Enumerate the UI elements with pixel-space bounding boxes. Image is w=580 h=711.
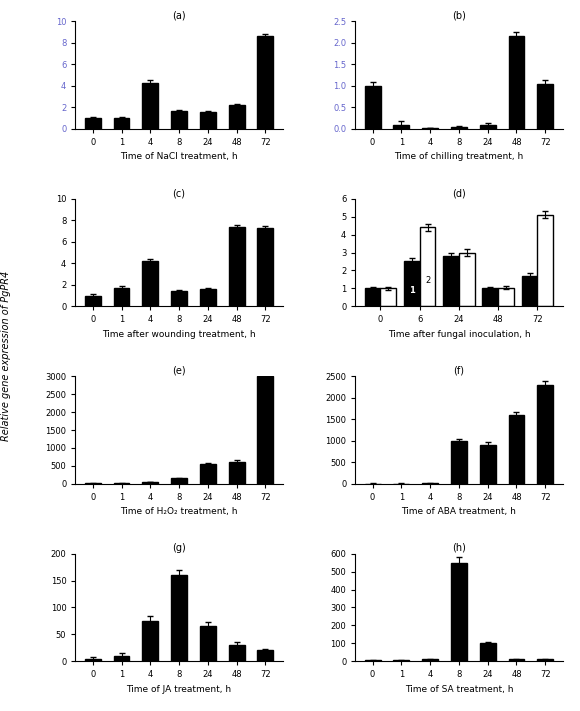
X-axis label: Time of chilling treatment, h: Time of chilling treatment, h — [394, 152, 524, 161]
Bar — [200, 464, 216, 483]
Title: (d): (d) — [452, 188, 466, 198]
Title: (b): (b) — [452, 11, 466, 21]
Bar — [480, 445, 496, 483]
Bar — [258, 376, 273, 483]
Bar — [171, 111, 187, 129]
Bar — [483, 289, 498, 306]
Bar — [114, 656, 129, 661]
X-axis label: Time of H₂O₂ treatment, h: Time of H₂O₂ treatment, h — [120, 508, 238, 516]
Bar — [258, 36, 273, 129]
Bar — [538, 215, 553, 306]
Bar — [142, 261, 158, 306]
Bar — [85, 658, 101, 661]
X-axis label: Time after fungal inoculation, h: Time after fungal inoculation, h — [387, 330, 530, 339]
X-axis label: Time of SA treatment, h: Time of SA treatment, h — [405, 685, 513, 694]
Bar — [380, 289, 396, 306]
Bar — [200, 626, 216, 661]
Bar — [422, 128, 438, 129]
Bar — [200, 112, 216, 129]
Bar — [422, 659, 438, 661]
Bar — [258, 651, 273, 661]
X-axis label: Time after wounding treatment, h: Time after wounding treatment, h — [102, 330, 256, 339]
X-axis label: Time of JA treatment, h: Time of JA treatment, h — [126, 685, 231, 694]
Bar — [142, 621, 158, 661]
Bar — [451, 441, 467, 483]
Text: 2: 2 — [425, 276, 430, 284]
Bar — [171, 292, 187, 306]
Title: (g): (g) — [172, 543, 186, 553]
Bar — [443, 256, 459, 306]
Bar — [142, 82, 158, 129]
Bar — [420, 228, 436, 306]
Bar — [114, 288, 129, 306]
Bar — [480, 643, 496, 661]
Title: (e): (e) — [172, 365, 186, 375]
Bar — [85, 296, 101, 306]
Bar — [451, 127, 467, 129]
Bar — [142, 482, 158, 483]
Bar — [498, 287, 514, 306]
Bar — [171, 575, 187, 661]
Bar — [537, 84, 553, 129]
Bar — [451, 562, 467, 661]
Bar — [509, 36, 524, 129]
Bar — [459, 252, 474, 306]
Text: 1: 1 — [409, 286, 415, 294]
X-axis label: Time of ABA treatment, h: Time of ABA treatment, h — [401, 508, 516, 516]
Bar — [522, 276, 538, 306]
Bar — [200, 289, 216, 306]
Title: (h): (h) — [452, 543, 466, 553]
Bar — [509, 659, 524, 661]
Bar — [537, 385, 553, 483]
X-axis label: Time of NaCl treatment, h: Time of NaCl treatment, h — [120, 152, 238, 161]
Bar — [480, 125, 496, 129]
Bar — [393, 124, 409, 129]
Bar — [229, 645, 245, 661]
Bar — [258, 228, 273, 306]
Bar — [114, 118, 129, 129]
Bar — [509, 415, 524, 483]
Title: (f): (f) — [454, 365, 465, 375]
Bar — [85, 118, 101, 129]
Title: (c): (c) — [173, 188, 186, 198]
Bar — [365, 86, 380, 129]
Bar — [404, 261, 420, 306]
Title: (a): (a) — [172, 11, 186, 21]
Bar — [229, 105, 245, 129]
Bar — [229, 462, 245, 483]
Bar — [537, 659, 553, 661]
Bar — [365, 289, 380, 306]
Text: Relative gene expression of PgPR4: Relative gene expression of PgPR4 — [1, 270, 11, 441]
Bar — [229, 227, 245, 306]
Bar — [171, 479, 187, 483]
